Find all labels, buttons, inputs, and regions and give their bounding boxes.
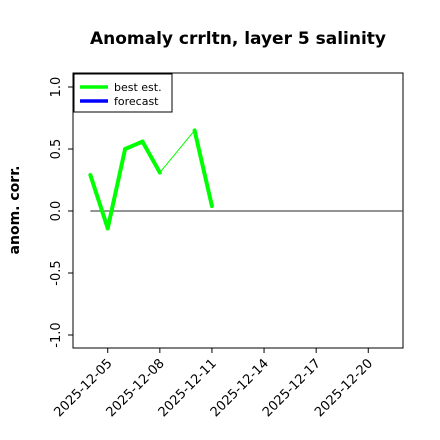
legend: best est. forecast xyxy=(73,73,173,113)
series-segment xyxy=(192,128,214,209)
y-tick-label: 0.0 xyxy=(49,201,64,222)
series-segment xyxy=(88,173,110,231)
legend-label-best-est: best est. xyxy=(114,81,162,94)
legend-label-forecast: forecast xyxy=(114,95,159,108)
y-tick-label: 1.0 xyxy=(49,77,64,98)
series-segment xyxy=(105,147,128,231)
y-tick-label: -0.5 xyxy=(49,260,64,285)
legend-box xyxy=(73,73,173,113)
y-tick-label: 0.5 xyxy=(49,139,64,160)
series-segment xyxy=(123,139,145,151)
series-segment-interpolated xyxy=(159,129,196,174)
y-ticks: -1.0 -0.5 0.0 0.5 1.0 xyxy=(49,77,73,348)
chart-title: Anomaly crrltn, layer 5 salinity xyxy=(90,29,386,49)
y-axis-label: anom. corr. xyxy=(7,166,23,255)
series-segment xyxy=(140,139,162,175)
x-ticks: 2025-12-052025-12-082025-12-112025-12-14… xyxy=(52,348,376,420)
y-tick-label: -1.0 xyxy=(49,322,64,347)
plot-content xyxy=(88,128,403,231)
